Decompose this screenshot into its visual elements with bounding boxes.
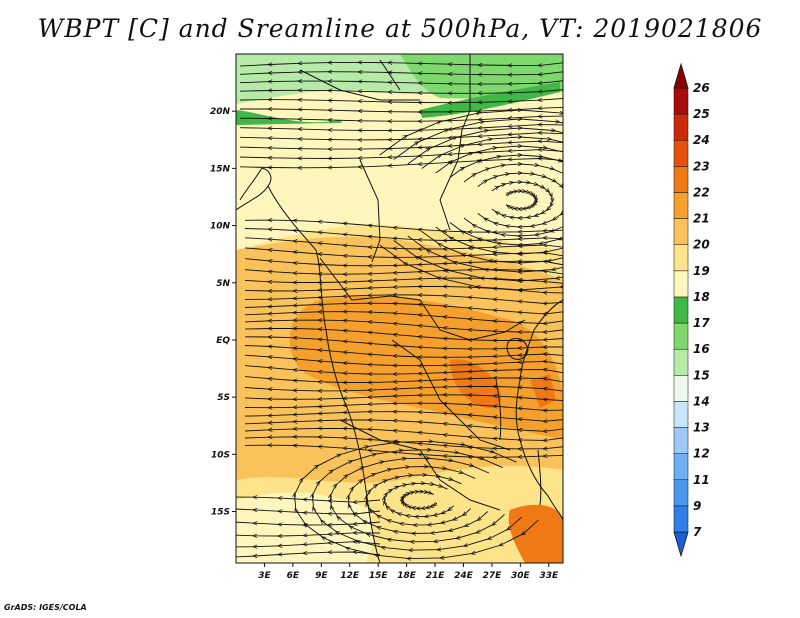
colorbar-label: 18 bbox=[693, 290, 710, 304]
streamline bbox=[236, 497, 381, 502]
colorbar-label: 9 bbox=[693, 499, 701, 513]
colorbar: 7 9 11 12 13 14 15 16 17 18 19 20 21 22 23 24 25 26 bbox=[673, 62, 710, 558]
colorbar-segment bbox=[673, 322, 689, 350]
lon-tick-label: 27E bbox=[483, 571, 503, 581]
colorbar-segment bbox=[673, 139, 689, 167]
lon-tick-label: 30E bbox=[511, 571, 531, 581]
lon-tick-label: 18E bbox=[397, 571, 417, 581]
lat-tick-label: 20N bbox=[210, 107, 231, 117]
colorbar-segment bbox=[673, 296, 689, 324]
streamline bbox=[239, 62, 563, 66]
colorbar-segment bbox=[673, 244, 689, 272]
lat-tick-label: EQ bbox=[216, 336, 230, 346]
colorbar-segment bbox=[673, 218, 689, 245]
latitude-axis: 20N 15N 10N 5N EQ 5S 10S 15S bbox=[210, 107, 236, 518]
streamline bbox=[244, 377, 563, 383]
streamline bbox=[244, 295, 563, 304]
colorbar-segment bbox=[673, 166, 689, 193]
lat-tick-label: 5N bbox=[216, 279, 230, 289]
chart-title: WBPT [C] and Sreamline at 500hPa, VT: 20… bbox=[37, 14, 763, 43]
streamline bbox=[244, 258, 563, 266]
streamlines bbox=[236, 62, 563, 559]
lon-tick-label: 15E bbox=[369, 571, 389, 581]
colorbar-label: 24 bbox=[693, 133, 710, 147]
lon-tick-label: 21E bbox=[426, 571, 446, 581]
colorbar-label: 23 bbox=[693, 159, 710, 173]
colorbar-label: 11 bbox=[693, 473, 710, 487]
streamline bbox=[244, 395, 563, 401]
colorbar-segment bbox=[673, 427, 689, 454]
colorbar-triangle-low bbox=[673, 531, 689, 558]
colorbar-label: 22 bbox=[693, 185, 710, 199]
colorbar-segment bbox=[673, 192, 689, 219]
colorbar-label: 19 bbox=[693, 264, 710, 278]
streamline bbox=[236, 533, 381, 536]
lat-tick-label: 5S bbox=[217, 393, 230, 403]
colorbar-segment bbox=[673, 505, 689, 533]
lat-tick-label: 10N bbox=[210, 222, 231, 232]
streamline bbox=[244, 270, 563, 275]
streamline bbox=[244, 365, 563, 375]
streamline bbox=[244, 278, 563, 284]
colorbar-label: 16 bbox=[693, 342, 710, 356]
streamline bbox=[244, 403, 563, 410]
colorbar-segment bbox=[673, 113, 689, 141]
streamline bbox=[236, 552, 381, 557]
streamline bbox=[244, 386, 563, 392]
colorbar-segment bbox=[673, 348, 689, 376]
colorbar-label: 17 bbox=[693, 316, 710, 330]
streamline bbox=[239, 71, 563, 75]
streamline bbox=[236, 522, 381, 525]
plot-frame bbox=[235, 53, 564, 564]
colorbar-label: 7 bbox=[693, 525, 702, 539]
footer-credit: GrADS: IGES/COLA bbox=[4, 603, 87, 612]
colorbar-label: 21 bbox=[693, 212, 710, 226]
lon-tick-label: 12E bbox=[340, 571, 360, 581]
colorbar-label: 15 bbox=[693, 368, 710, 382]
streamline bbox=[244, 287, 563, 294]
colorbar-segment bbox=[673, 87, 689, 115]
colorbar-segment bbox=[673, 453, 689, 481]
longitude-axis: 3E 6E 9E 12E 15E 18E 21E 24E 27E 30E 33E bbox=[258, 563, 559, 581]
streamline bbox=[239, 80, 563, 84]
streamline bbox=[236, 542, 381, 547]
lon-tick-label: 3E bbox=[258, 571, 271, 581]
colorbar-label: 13 bbox=[693, 421, 710, 435]
streamline bbox=[236, 509, 381, 514]
lat-tick-label: 15S bbox=[211, 508, 230, 518]
colorbar-segment bbox=[673, 401, 689, 428]
map-plot-area bbox=[236, 54, 563, 563]
colorbar-triangle-high bbox=[673, 62, 689, 89]
colorbar-segment bbox=[673, 270, 689, 298]
colorbar-label: 20 bbox=[693, 238, 710, 252]
streamline bbox=[244, 247, 563, 258]
lon-tick-label: 6E bbox=[287, 571, 300, 581]
colorbar-label: 26 bbox=[693, 81, 710, 95]
streamline bbox=[239, 89, 563, 93]
streamline bbox=[239, 98, 563, 103]
colorbar-label: 12 bbox=[693, 447, 710, 461]
colorbar-segment bbox=[673, 375, 689, 402]
colorbar-label: 25 bbox=[693, 107, 710, 121]
colorbar-label: 14 bbox=[693, 394, 710, 408]
streamline bbox=[244, 354, 563, 366]
lon-tick-label: 24E bbox=[454, 571, 474, 581]
lon-tick-label: 9E bbox=[315, 571, 328, 581]
lat-tick-label: 10S bbox=[211, 450, 230, 460]
colorbar-segment bbox=[673, 479, 689, 507]
lat-tick-label: 15N bbox=[210, 164, 231, 174]
lon-tick-label: 33E bbox=[539, 571, 559, 581]
